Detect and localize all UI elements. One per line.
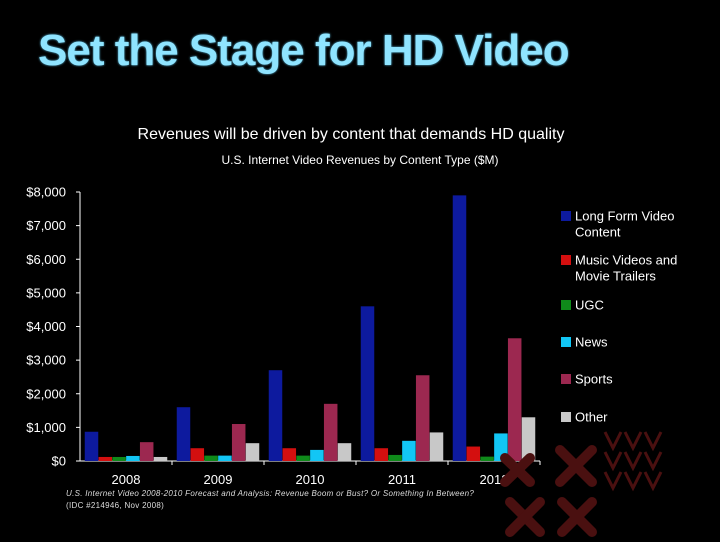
bar-other-2010	[337, 443, 352, 461]
bar-news-2009	[218, 455, 232, 461]
x-tick-label: 2010	[296, 472, 325, 487]
y-tick-label: $5,000	[26, 285, 66, 300]
bar-sports-2009	[231, 424, 246, 461]
legend-swatch	[561, 255, 571, 265]
bar-sports-2011	[415, 375, 430, 461]
bar-music-videos-and-movie-trailers-2008	[98, 456, 113, 461]
legend-swatch	[561, 412, 571, 422]
y-tick-label: $4,000	[26, 319, 66, 334]
y-tick-label: $1,000	[26, 420, 66, 435]
x-tick-label: 2011	[388, 472, 416, 487]
slide-subtitle: Revenues will be driven by content that …	[137, 126, 565, 143]
legend-swatch	[561, 300, 571, 310]
legend-label: Long Form Video	[575, 209, 675, 224]
bar-news-2008	[126, 455, 140, 461]
bar-long-form-video-content-2011	[360, 306, 375, 461]
y-tick-label: $8,000	[26, 185, 66, 200]
bar-ugc-2011	[388, 454, 402, 461]
chart-source-note: U.S. Internet Video 2008-2010 Forecast a…	[66, 488, 474, 512]
bar-long-form-video-content-2012	[452, 195, 467, 462]
bar-news-2011	[402, 440, 416, 461]
source-line-1: U.S. Internet Video 2008-2010 Forecast a…	[66, 489, 475, 498]
bar-long-form-video-content-2009	[176, 407, 191, 461]
y-tick-label: $3,000	[26, 353, 66, 368]
legend-label: Sports	[575, 372, 613, 387]
legend-label: Content	[575, 225, 621, 240]
legend-label: News	[575, 335, 608, 350]
bar-music-videos-and-movie-trailers-2012	[466, 446, 481, 461]
bar-sports-2008	[139, 442, 154, 461]
bar-ugc-2008	[112, 456, 126, 461]
bar-other-2009	[245, 443, 260, 461]
source-line-2: (IDC #214946, Nov 2008)	[66, 501, 165, 510]
bar-ugc-2009	[204, 455, 218, 461]
bar-long-form-video-content-2008	[84, 431, 99, 461]
bar-news-2010	[310, 449, 324, 461]
bar-ugc-2012	[480, 456, 494, 461]
y-tick-label: $7,000	[26, 218, 66, 233]
legend-label: Movie Trailers	[575, 269, 656, 284]
bar-other-2011	[429, 432, 444, 461]
legend-label: Other	[575, 410, 608, 425]
y-tick-label: $6,000	[26, 252, 66, 267]
legend-swatch	[561, 374, 571, 384]
bar-other-2008	[153, 456, 168, 461]
bar-music-videos-and-movie-trailers-2010	[282, 448, 297, 461]
x-tick-label: 2009	[204, 472, 233, 487]
y-tick-label: $2,000	[26, 386, 66, 401]
bar-music-videos-and-movie-trailers-2009	[190, 448, 205, 461]
legend-label: Music Videos and	[575, 253, 677, 268]
bar-sports-2012	[507, 338, 522, 461]
bar-sports-2010	[323, 403, 338, 461]
slide-title: Set the Stage for HD Video	[38, 26, 570, 75]
bar-long-form-video-content-2010	[268, 370, 283, 461]
y-tick-label: $0	[52, 454, 66, 469]
chart-title: U.S. Internet Video Revenues by Content …	[221, 153, 498, 167]
bar-music-videos-and-movie-trailers-2011	[374, 448, 389, 461]
legend-swatch	[561, 211, 571, 221]
legend-label: UGC	[575, 298, 604, 313]
bar-ugc-2010	[296, 455, 310, 461]
bar-other-2012	[521, 417, 536, 461]
legend-swatch	[561, 337, 571, 347]
x-tick-label: 2008	[112, 472, 141, 487]
decorative-marks-icon	[500, 431, 663, 537]
